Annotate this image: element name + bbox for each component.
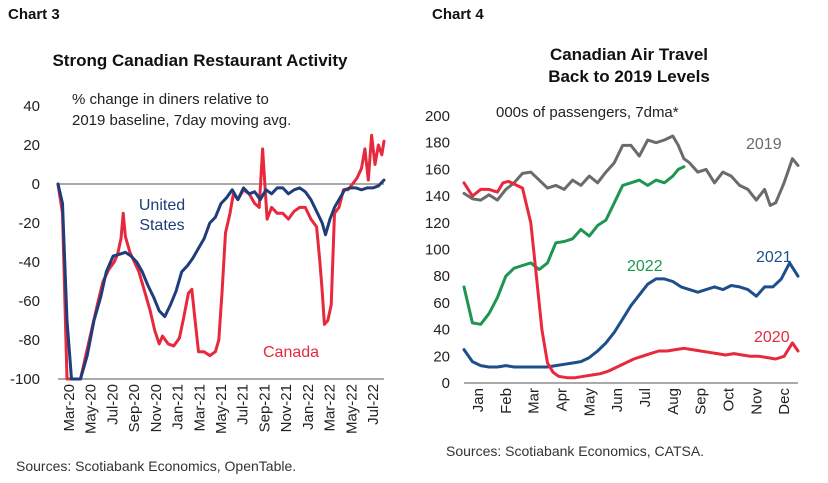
c3-xtick-10: Nov-21 [278, 384, 295, 432]
chart-4-title-line-1: Canadian Air Travel [549, 45, 709, 64]
c4-series-label-2021-0: 2021 [756, 249, 792, 266]
c4-series-line-2022 [462, 165, 686, 326]
c3-series-line-united-states [56, 178, 386, 381]
c4-ytick-8: 40 [433, 322, 450, 339]
c4-series-label-2019-0: 2019 [746, 136, 782, 153]
c4-xtick-0: Jan [470, 388, 487, 412]
c3-series-label-canada-0: Canada [263, 344, 319, 361]
chart-3-number: Chart 3 [8, 6, 60, 23]
chart-4-panel: Chart 4 Canadian Air Travel Back to 2019… [414, 0, 828, 483]
c4-ytick-2: 160 [425, 161, 450, 178]
c4-xtick-3: Apr [553, 388, 570, 411]
c3-xtick-13: May-22 [343, 384, 360, 434]
c3-series-line-canada [56, 133, 386, 381]
c4-series-label-2022-0: 2022 [627, 258, 663, 275]
chart-4-title: Canadian Air Travel Back to 2019 Levels [444, 44, 814, 88]
c3-ytick-0: 40 [23, 98, 40, 115]
c4-ytick-6: 80 [433, 268, 450, 285]
c3-ytick-5: -60 [18, 293, 40, 310]
c4-ytick-10: 0 [442, 375, 450, 392]
c4-xtick-7: Aug [665, 388, 682, 415]
c3-xtick-14: Jul-22 [365, 384, 382, 425]
c4-series-label-2020-0: 2020 [754, 329, 790, 346]
c4-series-line-2021 [462, 261, 800, 369]
c4-xtick-5: Jun [609, 388, 626, 412]
c3-ytick-7: -100 [10, 371, 40, 388]
c4-series-line-2020 [462, 179, 800, 380]
c4-ytick-4: 120 [425, 215, 450, 232]
c4-ytick-9: 20 [433, 348, 450, 365]
c3-xtick-4: Nov-20 [148, 384, 165, 432]
c3-xtick-7: May-21 [213, 384, 230, 434]
c3-xtick-11: Jan-22 [300, 384, 317, 430]
chart-3-panel: Chart 3 Strong Canadian Restaurant Activ… [8, 6, 386, 474]
c3-xtick-9: Sep-21 [256, 384, 273, 432]
c3-unit-note-0: % change in diners relative to [72, 91, 269, 108]
c4-ytick-1: 180 [425, 135, 450, 152]
c4-xtick-8: Sep [693, 388, 710, 415]
chart-4-number: Chart 4 [432, 6, 484, 23]
c4-xtick-11: Dec [776, 388, 793, 415]
c4-xtick-2: Mar [526, 388, 543, 414]
c3-xtick-1: May-20 [83, 384, 100, 434]
c4-series-line-2019 [462, 134, 800, 207]
chart-3-source: Sources: Scotiabank Economics, OpenTable… [16, 458, 297, 474]
c3-xtick-0: Mar-20 [61, 384, 78, 432]
c3-xtick-2: Jul-20 [104, 384, 121, 425]
c3-xtick-12: Mar-22 [322, 384, 339, 432]
c3-ytick-1: 20 [23, 137, 40, 154]
c3-series-label-united-states-1: States [139, 217, 184, 234]
c4-xtick-1: Feb [498, 388, 515, 414]
c3-xtick-8: Jul-21 [235, 384, 252, 425]
c3-unit-note-1: 2019 baseline, 7day moving avg. [72, 112, 291, 129]
c3-ytick-4: -40 [18, 254, 40, 271]
chart-4-title-line-2: Back to 2019 Levels [548, 67, 710, 86]
c4-xtick-9: Oct [720, 387, 737, 411]
c4-ytick-0: 200 [425, 108, 450, 125]
c4-xtick-4: May [581, 388, 598, 417]
c3-ytick-3: -20 [18, 215, 40, 232]
c4-xtick-10: Nov [748, 388, 765, 415]
c3-series-label-united-states-0: United [139, 197, 185, 214]
c4-ytick-5: 100 [425, 242, 450, 259]
chart-4-source: Sources: Scotiabank Economics, CATSA. [446, 443, 705, 459]
c3-ytick-2: 0 [32, 176, 40, 193]
c3-xtick-5: Jan-21 [170, 384, 187, 430]
c3-xtick-3: Sep-20 [126, 384, 143, 432]
c4-ytick-3: 140 [425, 188, 450, 205]
c3-ytick-6: -80 [18, 332, 40, 349]
chart-3-plot: 40 20 0 -20 -40 -60 -80 -100 Mar-20 May-20 Jul-20 S… [10, 91, 386, 434]
c3-xtick-6: Mar-21 [191, 384, 208, 432]
c4-xtick-6: Jul [637, 388, 654, 407]
chart-3-title: Strong Canadian Restaurant Activity [52, 51, 348, 70]
c4-ytick-7: 60 [433, 295, 450, 312]
c4-unit-note-0: 000s of passengers, 7dma* [496, 104, 679, 121]
